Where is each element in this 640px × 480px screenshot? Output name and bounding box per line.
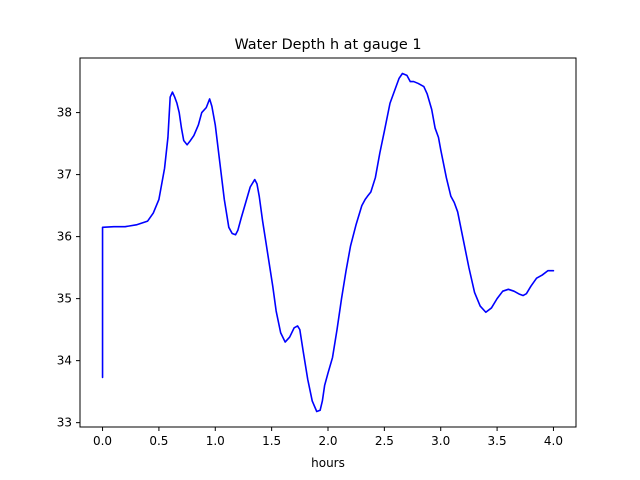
plot-area bbox=[101, 72, 555, 413]
x-tick-label: 1.5 bbox=[262, 434, 281, 448]
x-tick-label: 1.0 bbox=[206, 434, 225, 448]
y-tick-label: 35 bbox=[57, 292, 72, 306]
y-tick-label: 38 bbox=[57, 106, 72, 120]
y-tick-label: 36 bbox=[57, 230, 72, 244]
chart-title: Water Depth h at gauge 1 bbox=[234, 37, 421, 53]
x-tick-label: 3.5 bbox=[488, 434, 507, 448]
y-tick-label: 34 bbox=[57, 354, 72, 368]
x-axis-label: hours bbox=[311, 456, 345, 470]
x-tick-label: 2.5 bbox=[375, 434, 394, 448]
x-tick-label: 0.0 bbox=[93, 434, 112, 448]
x-axis-ticks: 0.0 0.5 1.0 1.5 2.0 2.5 3.0 3.5 4.0 bbox=[93, 427, 563, 448]
x-tick-label: 0.5 bbox=[149, 434, 168, 448]
x-tick-label: 2.0 bbox=[318, 434, 337, 448]
water-depth-series-line bbox=[101, 72, 555, 413]
y-axis-ticks: 33 34 35 36 37 38 bbox=[57, 106, 80, 430]
axes-frame bbox=[79, 57, 577, 428]
x-tick-label: 3.0 bbox=[431, 434, 450, 448]
y-tick-label: 33 bbox=[57, 416, 72, 430]
x-tick-label: 4.0 bbox=[544, 434, 563, 448]
y-tick-label: 37 bbox=[57, 168, 72, 182]
